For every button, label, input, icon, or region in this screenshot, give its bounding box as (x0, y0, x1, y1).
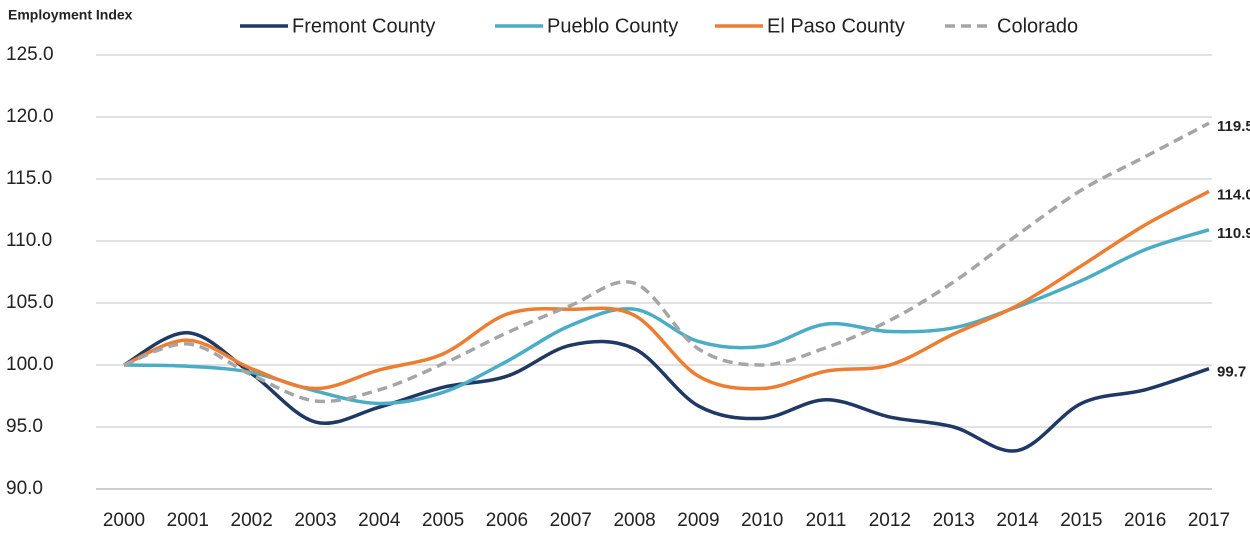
x-tick-label: 2004 (358, 510, 401, 531)
x-tick-label: 2010 (741, 510, 783, 531)
x-tick-label: 2001 (167, 510, 209, 531)
data-label: 114.0 (1217, 186, 1250, 203)
data-label: 99.7 (1217, 364, 1246, 381)
x-tick-label: 2002 (231, 510, 273, 531)
x-tick-label: 2016 (1124, 510, 1166, 531)
x-tick-label: 2015 (1060, 510, 1102, 531)
x-tick-label: 2000 (103, 510, 145, 531)
series-line (123, 331, 1210, 453)
x-tick-label: 2003 (294, 510, 336, 531)
series-line (123, 228, 1210, 406)
data-label: 110.9 (1217, 225, 1250, 242)
y-tick-label: 110.0 (6, 230, 52, 251)
x-tick-label: 2009 (677, 510, 719, 531)
data-label: 119.5 (1217, 118, 1250, 135)
series-line (123, 189, 1210, 391)
y-tick-label: 100.0 (6, 354, 54, 375)
x-tick-label: 2012 (869, 510, 911, 531)
x-tick-label: 2011 (806, 510, 847, 531)
legend-label: Colorado (997, 15, 1078, 37)
y-tick-label: 125.0 (6, 44, 54, 65)
y-tick-label: 115.0 (6, 168, 52, 189)
y-tick-label: 95.0 (6, 416, 43, 437)
y-tick-label: 120.0 (6, 106, 54, 127)
x-tick-label: 2013 (933, 510, 975, 531)
legend-label: Pueblo County (547, 15, 678, 37)
series-line (123, 121, 1210, 404)
legend-label: El Paso County (767, 15, 905, 37)
x-tick-label: 2005 (422, 510, 464, 531)
y-tick-label: 105.0 (6, 292, 54, 313)
x-tick-label: 2008 (613, 510, 655, 531)
legend-label: Fremont County (292, 15, 435, 37)
x-tick-label: 2017 (1188, 510, 1230, 531)
x-tick-label: 2006 (486, 510, 528, 531)
y-tick-label: 90.0 (6, 478, 43, 499)
axis-title: Employment Index (8, 7, 133, 23)
x-tick-label: 2014 (996, 510, 1039, 531)
x-tick-label: 2007 (550, 510, 592, 531)
